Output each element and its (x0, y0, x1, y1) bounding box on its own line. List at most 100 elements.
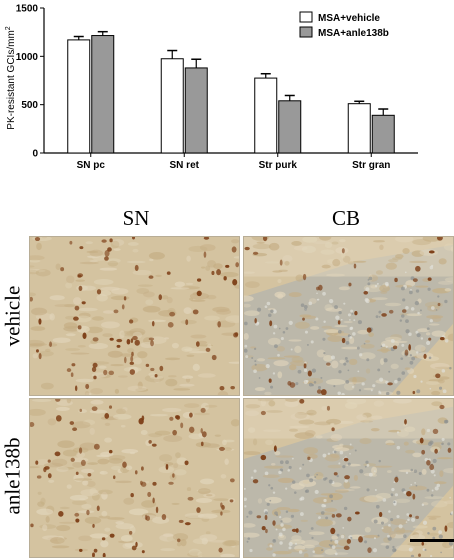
texture-mark (396, 431, 400, 434)
texture-mark (272, 372, 276, 375)
texture-mark (137, 351, 148, 359)
texture-mark (161, 295, 169, 300)
texture-mark (34, 237, 41, 242)
texture-mark (379, 244, 384, 251)
texture-mark (48, 479, 55, 483)
texture-mark (97, 489, 113, 495)
texture-mark (429, 464, 435, 471)
texture-mark (199, 244, 216, 252)
texture-mark (97, 458, 110, 465)
texture-mark (406, 491, 412, 497)
texture-mark (277, 278, 282, 284)
texture-mark (349, 318, 351, 321)
texture-mark (199, 478, 215, 485)
texture-mark (322, 291, 326, 296)
texture-mark (314, 471, 324, 480)
texture-mark (387, 382, 393, 386)
texture-mark (282, 255, 293, 263)
texture-mark (176, 542, 182, 547)
texture-mark (159, 454, 173, 462)
texture-mark (290, 514, 295, 518)
texture-mark (300, 303, 305, 308)
texture-mark (186, 354, 195, 357)
texture-mark (35, 459, 51, 466)
texture-mark (72, 427, 78, 431)
texture-mark (401, 314, 405, 318)
micrograph-cb-anle138b (243, 398, 454, 558)
texture-mark (394, 379, 398, 384)
texture-mark (252, 243, 272, 250)
texture-mark (372, 548, 378, 553)
texture-mark (431, 330, 446, 337)
texture-mark (450, 511, 453, 515)
y-tick-label: 500 (21, 100, 38, 111)
texture-mark (254, 363, 257, 366)
texture-mark (65, 282, 73, 289)
texture-mark (200, 428, 203, 434)
texture-mark (427, 441, 433, 447)
texture-mark (305, 489, 310, 493)
texture-mark (295, 274, 304, 282)
texture-mark (145, 363, 150, 367)
texture-mark (442, 389, 447, 394)
texture-mark (75, 279, 85, 282)
texture-mark (405, 306, 409, 310)
bar-chart: PK-resistant GCIs/mm2 0 500 1000 1500 SN pc S… (5, 4, 418, 171)
texture-mark (270, 462, 276, 466)
texture-mark (358, 389, 362, 392)
texture-mark (268, 378, 272, 383)
texture-mark (344, 479, 348, 483)
bar (160, 58, 184, 154)
texture-mark (100, 540, 109, 548)
texture-mark (371, 415, 383, 420)
texture-mark (253, 369, 257, 374)
texture-mark (169, 311, 176, 317)
texture-mark (250, 476, 254, 479)
texture-mark (257, 399, 274, 402)
texture-mark (233, 332, 239, 338)
texture-mark (55, 406, 70, 411)
texture-mark (30, 326, 46, 331)
texture-mark (399, 319, 403, 322)
texture-mark (294, 545, 306, 552)
texture-mark (444, 339, 449, 343)
texture-mark (361, 382, 365, 386)
texture-mark (92, 316, 104, 321)
texture-mark (303, 379, 308, 385)
texture-mark (294, 345, 302, 354)
texture-mark (230, 419, 239, 427)
texture-mark (79, 408, 83, 412)
texture-mark (65, 333, 76, 337)
texture-mark (30, 259, 41, 263)
texture-mark (308, 531, 325, 536)
texture-mark (295, 382, 299, 386)
texture-mark (353, 474, 358, 481)
texture-mark (380, 358, 385, 365)
texture-mark (287, 469, 291, 472)
texture-mark (338, 286, 350, 291)
texture-mark (225, 315, 239, 323)
texture-mark (74, 385, 78, 392)
texture-mark (200, 407, 206, 413)
texture-mark (331, 545, 336, 550)
texture-mark (59, 506, 70, 510)
texture-mark (436, 483, 441, 488)
texture-mark (55, 415, 62, 422)
texture-mark (391, 487, 395, 492)
texture-mark (289, 539, 306, 545)
texture-mark (266, 410, 283, 413)
texture-mark (101, 537, 106, 541)
texture-mark (184, 460, 189, 466)
texture-mark (159, 365, 164, 372)
texture-mark (182, 375, 194, 379)
texture-mark (245, 404, 261, 409)
texture-mark (86, 255, 101, 258)
micrograph-sn-anle138b (29, 398, 240, 558)
texture-mark (40, 382, 54, 390)
texture-mark (93, 375, 97, 380)
texture-mark (273, 550, 292, 555)
texture-mark (127, 385, 147, 392)
texture-mark (104, 437, 113, 443)
texture-mark (393, 501, 396, 504)
texture-mark (116, 408, 127, 415)
